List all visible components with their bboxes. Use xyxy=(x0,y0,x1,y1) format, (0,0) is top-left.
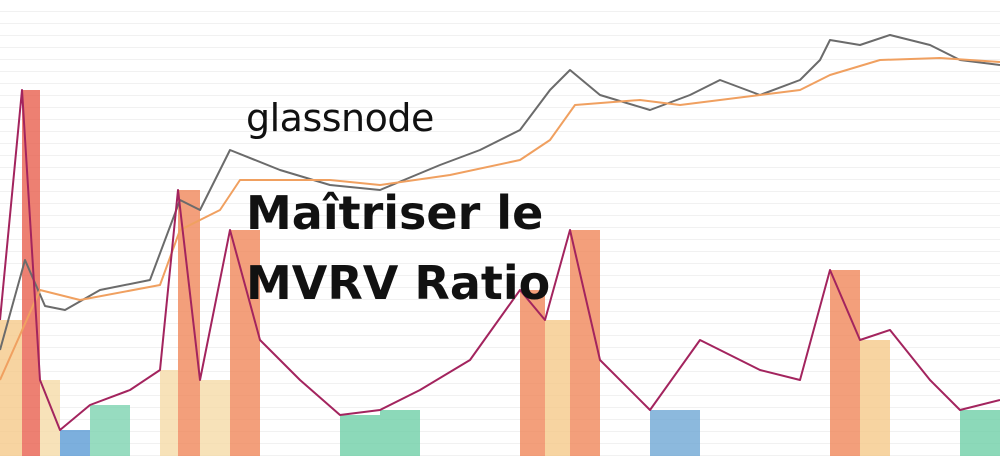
mvrv-band xyxy=(545,320,570,456)
mvrv-band xyxy=(340,415,380,456)
series-line xyxy=(0,34,1000,351)
mvrv-band xyxy=(0,320,22,456)
mvrv-band xyxy=(178,190,200,456)
series-line xyxy=(0,57,1000,381)
brand: glassnode xyxy=(246,96,434,140)
mvrv-band xyxy=(230,230,260,456)
title-line: MVRV Ratio xyxy=(246,256,551,310)
mvrv-band xyxy=(60,430,90,456)
mvrv-band xyxy=(520,290,545,456)
mvrv-band xyxy=(570,230,600,456)
title-line: Maîtriser le xyxy=(246,186,544,240)
mvrv-band xyxy=(160,370,178,456)
mvrv-band xyxy=(650,410,700,456)
mvrv-band xyxy=(90,405,130,456)
mvrv-band xyxy=(860,340,890,456)
mvrv-band xyxy=(830,270,860,456)
mvrv-band xyxy=(200,380,230,456)
mvrv-band xyxy=(380,410,420,456)
mvrv-band xyxy=(40,380,60,456)
series-line xyxy=(0,89,1000,431)
mvrv-band xyxy=(960,410,1000,456)
